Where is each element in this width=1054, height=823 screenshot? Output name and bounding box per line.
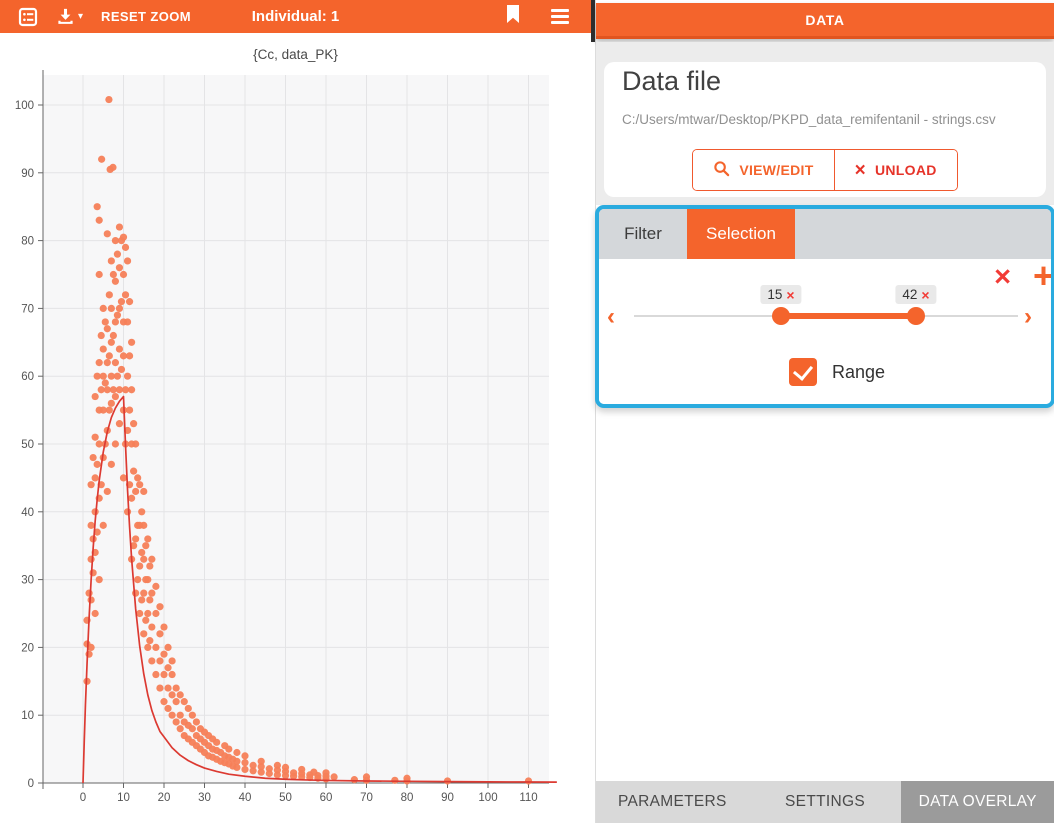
svg-text:50: 50 — [279, 792, 292, 804]
export-download-button[interactable]: ▾ — [56, 7, 83, 26]
svg-text:80: 80 — [21, 236, 34, 248]
remove-low-bound-icon[interactable]: × — [786, 286, 795, 303]
svg-text:60: 60 — [320, 792, 333, 804]
data-file-card: Data file C:/Users/mtwar/Desktop/PKPD_da… — [604, 62, 1046, 197]
data-file-heading: Data file — [622, 66, 722, 96]
range-slider-selected-range[interactable] — [781, 313, 916, 319]
svg-text:90: 90 — [21, 168, 34, 180]
unload-button[interactable]: × UNLOAD — [833, 150, 957, 190]
range-checkbox-row[interactable]: Range — [789, 358, 885, 386]
caret-down-icon[interactable]: ▾ — [78, 11, 84, 22]
svg-text:10: 10 — [117, 792, 130, 804]
close-icon: × — [854, 159, 866, 181]
panel-divider — [591, 0, 595, 42]
data-table-icon[interactable] — [18, 7, 38, 27]
bottom-tab-bar: PARAMETERS SETTINGS DATA OVERLAY — [596, 781, 1054, 823]
range-slider-handle-low[interactable] — [772, 307, 790, 325]
remove-high-bound-icon[interactable]: × — [921, 286, 930, 303]
data-file-actions: VIEW/EDIT × UNLOAD — [692, 149, 958, 191]
filter-selection-card: Filter Selection × + 15 × 42 × ‹ — [595, 205, 1054, 408]
svg-text:20: 20 — [21, 642, 34, 654]
selection-content: × + 15 × 42 × ‹ › Ra — [599, 255, 1054, 404]
slider-prev-icon[interactable]: ‹ — [607, 303, 615, 330]
data-panel-header: DATA — [596, 3, 1054, 39]
svg-text:80: 80 — [401, 792, 414, 804]
tab-filter[interactable]: Filter — [624, 224, 662, 243]
range-checkbox[interactable] — [789, 358, 817, 386]
svg-text:90: 90 — [441, 792, 454, 804]
slider-next-icon[interactable]: › — [1024, 303, 1032, 330]
plot-title: {Cc, data_PK} — [253, 47, 338, 62]
tab-settings[interactable]: SETTINGS — [785, 793, 865, 810]
slider-value-chip-high: 42 × — [895, 285, 937, 304]
svg-text:60: 60 — [21, 371, 34, 383]
range-checkbox-label: Range — [832, 361, 886, 382]
svg-text:100: 100 — [478, 792, 497, 804]
svg-text:40: 40 — [21, 507, 34, 519]
plot-toolbar: ▾ RESET ZOOM Individual: 1 — [0, 0, 591, 33]
add-selection-icon[interactable]: + — [1032, 255, 1054, 296]
view-edit-button[interactable]: VIEW/EDIT — [693, 150, 834, 190]
svg-text:0: 0 — [28, 778, 34, 790]
svg-text:0: 0 — [80, 792, 86, 804]
range-slider-track[interactable] — [634, 313, 1018, 319]
pk-scatter-plot[interactable]: 0 10 20 30 40 50 60 70 80 90 100 110 0 10 20 30 40 50 60 70… — [0, 33, 591, 823]
data-file-section: Data file C:/Users/mtwar/Desktop/PKPD_da… — [596, 42, 1054, 205]
data-file-path: C:/Users/mtwar/Desktop/PKPD_data_remifen… — [622, 112, 996, 127]
svg-text:10: 10 — [21, 710, 34, 722]
svg-text:40: 40 — [239, 792, 252, 804]
tab-parameters[interactable]: PARAMETERS — [618, 793, 727, 810]
tab-data-overlay[interactable]: DATA OVERLAY — [901, 781, 1054, 823]
magnifier-icon — [713, 160, 730, 180]
svg-text:30: 30 — [198, 792, 211, 804]
svg-text:110: 110 — [519, 792, 537, 804]
delete-selection-icon[interactable]: × — [994, 261, 1011, 293]
individual-label: Individual: 1 — [251, 8, 340, 25]
data-panel: DATA Data file C:/Users/mtwar/Desktop/PK… — [595, 0, 1054, 823]
svg-text:20: 20 — [158, 792, 171, 804]
tab-selection[interactable]: Selection — [687, 209, 795, 259]
slider-value-chip-low: 15 × — [760, 285, 802, 304]
range-slider-handle-high[interactable] — [907, 307, 925, 325]
plot-panel: ▾ RESET ZOOM Individual: 1 {Cc, data_PK}… — [0, 0, 591, 823]
svg-text:30: 30 — [21, 575, 34, 587]
svg-text:50: 50 — [21, 439, 34, 451]
filter-tab-bar: Filter Selection — [599, 209, 1051, 259]
reset-zoom-button[interactable]: RESET ZOOM — [101, 9, 191, 24]
svg-text:100: 100 — [15, 100, 34, 112]
bookmark-icon[interactable] — [505, 4, 521, 29]
menu-icon[interactable] — [551, 6, 569, 27]
svg-text:70: 70 — [21, 303, 34, 315]
svg-text:70: 70 — [360, 792, 373, 804]
